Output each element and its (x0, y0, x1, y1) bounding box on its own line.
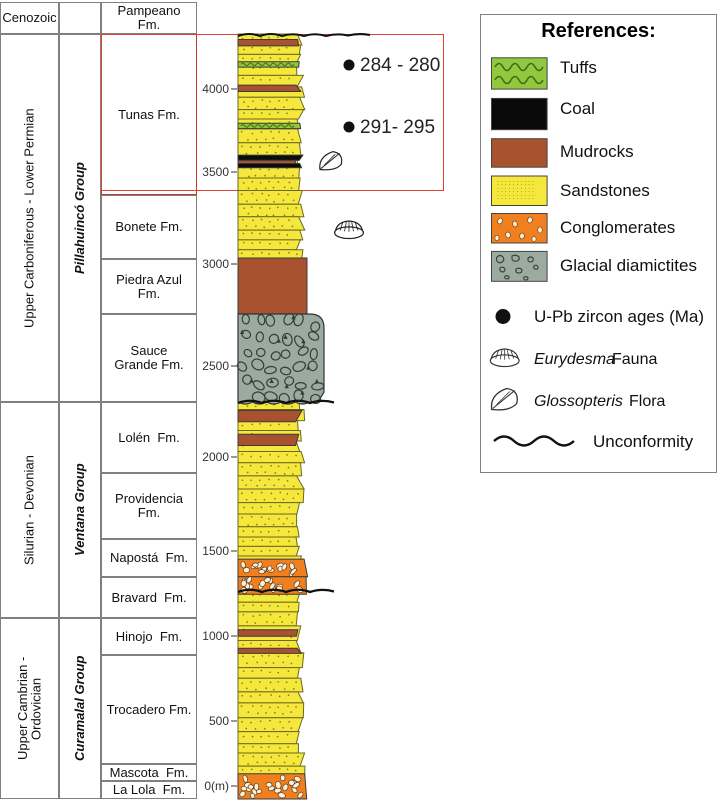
svg-text:291- 295: 291- 295 (360, 117, 435, 138)
svg-text:284 - 280: 284 - 280 (360, 55, 440, 76)
